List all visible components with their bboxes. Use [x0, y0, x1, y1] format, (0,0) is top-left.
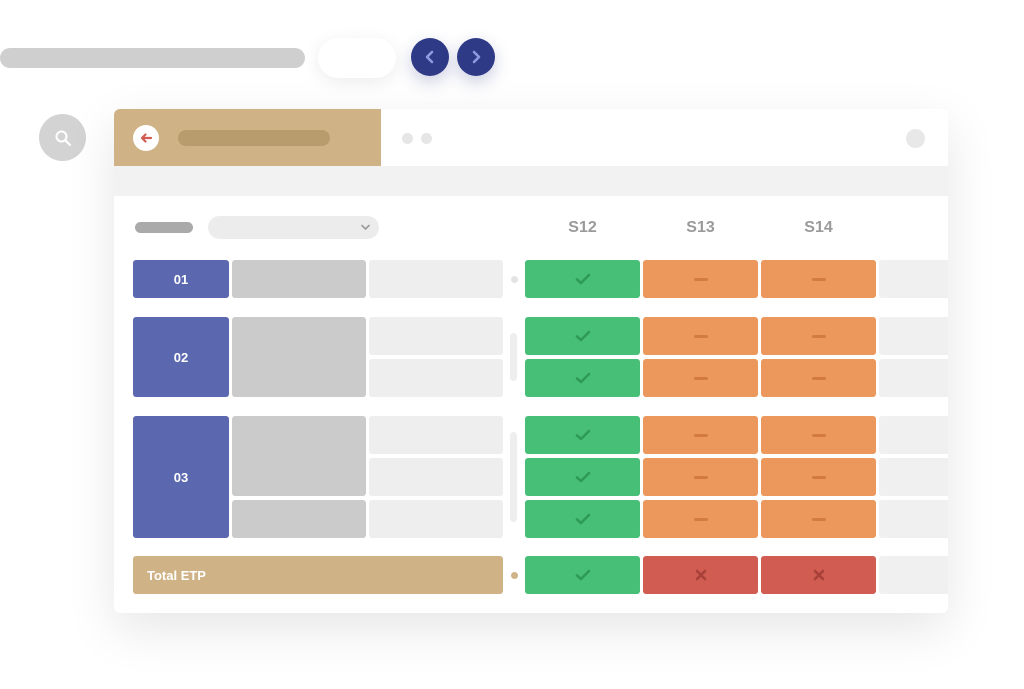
cross-icon [813, 569, 824, 581]
status-cell-ok[interactable] [525, 556, 640, 594]
column-header-week: S12 [568, 219, 597, 236]
checkmark-icon [575, 273, 590, 285]
dash-icon [693, 334, 708, 338]
panel-tab [114, 109, 381, 166]
dash-icon [811, 475, 826, 479]
dash-icon [811, 277, 826, 281]
filter-select[interactable] [208, 216, 379, 239]
dash-icon [811, 334, 826, 338]
dash-icon [811, 517, 826, 521]
status-cell-ok[interactable] [525, 500, 640, 538]
column-header-week: S14 [804, 219, 833, 236]
total-etp-label: Total ETP [133, 556, 503, 594]
status-cell-warn[interactable] [643, 458, 758, 496]
dash-icon [693, 376, 708, 380]
next-week-cell [879, 317, 948, 355]
scroll-track[interactable] [510, 432, 517, 522]
status-cell-warn[interactable] [643, 416, 758, 454]
next-week-cell [879, 556, 948, 594]
status-cell-bad[interactable] [643, 556, 758, 594]
dash-icon [693, 277, 708, 281]
status-cell-warn[interactable] [761, 359, 876, 397]
checkmark-icon [575, 513, 590, 525]
cross-icon [695, 569, 706, 581]
sub-row-placeholder [369, 317, 503, 355]
checkmark-icon [575, 429, 590, 441]
search-button[interactable] [39, 114, 86, 161]
row-label[interactable]: 01 [133, 260, 229, 298]
sub-row-placeholder [369, 416, 503, 454]
status-cell-warn[interactable] [643, 260, 758, 298]
toolbar-band [114, 166, 948, 196]
checkmark-icon [575, 372, 590, 384]
scroll-track[interactable] [510, 333, 517, 381]
row-name-placeholder [232, 416, 366, 496]
next-week-cell [879, 416, 948, 454]
sub-row-placeholder [369, 458, 503, 496]
sub-row-placeholder [369, 359, 503, 397]
status-cell-warn[interactable] [643, 500, 758, 538]
status-cell-bad[interactable] [761, 556, 876, 594]
sub-row-placeholder [369, 260, 503, 298]
dash-icon [811, 433, 826, 437]
next-week-cell [879, 359, 948, 397]
indicator-dot [402, 133, 413, 144]
next-week-cell [879, 260, 948, 298]
next-week-cell [879, 458, 948, 496]
breadcrumb-placeholder [0, 48, 305, 68]
status-cell-ok[interactable] [525, 359, 640, 397]
status-cell-ok[interactable] [525, 458, 640, 496]
status-cell-warn[interactable] [761, 260, 876, 298]
next-button[interactable] [457, 38, 495, 76]
chevron-down-icon [361, 224, 370, 230]
back-button[interactable] [133, 125, 159, 151]
user-avatar[interactable] [906, 129, 925, 148]
previous-button[interactable] [411, 38, 449, 76]
checkmark-icon [575, 471, 590, 483]
status-cell-warn[interactable] [643, 317, 758, 355]
row-name-placeholder [232, 500, 366, 538]
chevron-left-icon [425, 50, 434, 64]
status-cell-warn[interactable] [761, 500, 876, 538]
status-cell-ok[interactable] [525, 416, 640, 454]
search-icon [55, 130, 71, 146]
status-cell-warn[interactable] [761, 317, 876, 355]
checkmark-icon [575, 569, 590, 581]
status-cell-warn[interactable] [761, 416, 876, 454]
separator-dot [511, 276, 518, 283]
dash-icon [693, 517, 708, 521]
status-cell-warn[interactable] [761, 458, 876, 496]
topbar-pill[interactable] [318, 38, 396, 78]
dash-icon [811, 376, 826, 380]
next-week-cell [879, 500, 948, 538]
row-label[interactable]: 03 [133, 416, 229, 538]
row-name-placeholder [232, 260, 366, 298]
status-cell-ok[interactable] [525, 260, 640, 298]
sub-row-placeholder [369, 500, 503, 538]
row-name-placeholder [232, 317, 366, 397]
row-label[interactable]: 02 [133, 317, 229, 397]
dash-icon [693, 433, 708, 437]
planning-panel: S12 S13 S14 01 02 03 Total ETP [114, 109, 948, 613]
status-cell-ok[interactable] [525, 317, 640, 355]
column-header-week: S13 [686, 219, 715, 236]
filter-label-placeholder [135, 222, 193, 233]
separator-dot [511, 572, 518, 579]
indicator-dot [421, 133, 432, 144]
checkmark-icon [575, 330, 590, 342]
status-cell-warn[interactable] [643, 359, 758, 397]
arrow-left-icon [140, 133, 153, 143]
chevron-right-icon [472, 50, 481, 64]
dash-icon [693, 475, 708, 479]
tab-title-placeholder [178, 130, 330, 146]
